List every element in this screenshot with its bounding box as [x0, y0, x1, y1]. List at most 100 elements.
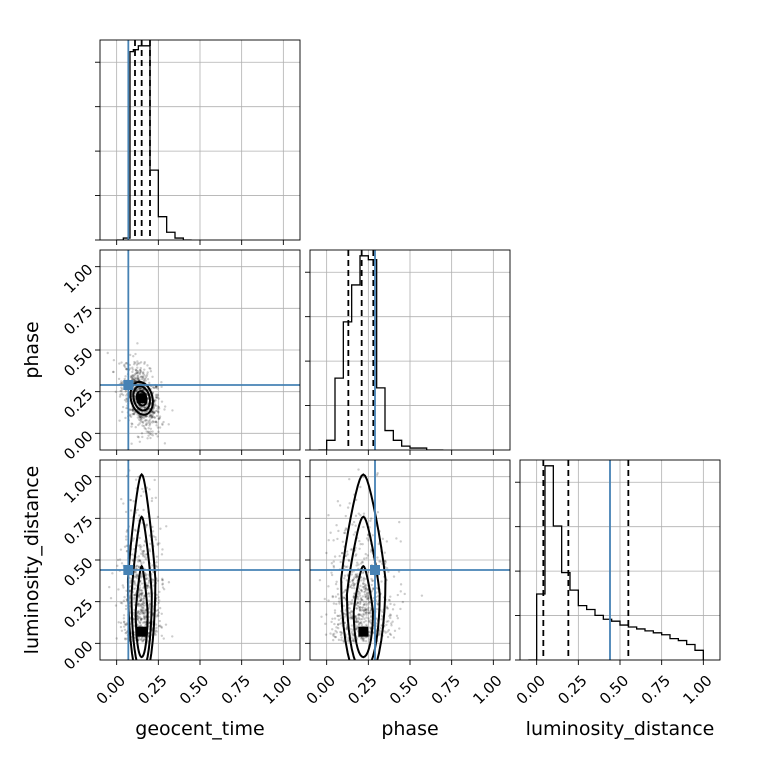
sample-point	[149, 427, 153, 430]
sample-point	[124, 631, 127, 635]
sample-point	[140, 593, 144, 596]
sample-point	[161, 586, 165, 589]
sample-point	[359, 598, 363, 601]
sample-point	[363, 587, 366, 591]
sample-point	[134, 570, 137, 574]
x-tick-label: 0.00	[93, 672, 129, 708]
sample-point	[139, 561, 143, 564]
sample-point	[337, 618, 341, 622]
sample-point	[386, 630, 389, 633]
sample-point	[361, 598, 364, 602]
sample-point	[352, 582, 356, 585]
sample-point	[131, 408, 134, 411]
sample-point	[125, 623, 128, 626]
sample-point	[163, 405, 167, 408]
sample-point	[125, 400, 128, 403]
sample-point	[351, 639, 354, 642]
sample-point	[144, 376, 147, 379]
sample-point	[109, 597, 113, 600]
sample-point	[365, 584, 368, 587]
sample-point	[368, 602, 371, 605]
sample-point	[333, 635, 337, 639]
sample-point	[395, 537, 398, 540]
sample-point	[139, 576, 143, 579]
sample-point	[134, 529, 137, 532]
sample-point	[144, 423, 148, 427]
sample-point	[359, 579, 363, 582]
sample-point	[336, 626, 340, 630]
sample-point	[156, 405, 160, 408]
sample-point	[156, 515, 160, 519]
axes-frame	[519, 459, 721, 661]
sample-point	[330, 573, 334, 577]
sample-point	[131, 375, 135, 378]
sample-point	[155, 396, 159, 399]
sample-point	[140, 589, 144, 592]
x-tick-label: 0.25	[344, 672, 380, 708]
sample-point	[138, 514, 141, 517]
sample-point	[336, 587, 339, 591]
sample-point	[122, 614, 126, 617]
sample-point	[362, 570, 365, 573]
sample-point	[149, 436, 152, 440]
sample-point	[143, 378, 147, 381]
sample-point	[349, 601, 352, 604]
panel-phase-vs-phase	[305, 249, 511, 455]
sample-point	[141, 487, 144, 491]
sample-point	[349, 617, 352, 620]
sample-point	[148, 542, 152, 546]
sample-point	[146, 584, 149, 588]
xlabel-geocent_time: geocent_time	[135, 718, 264, 740]
sample-point	[144, 379, 147, 382]
sample-point	[171, 409, 174, 412]
sample-point	[351, 599, 354, 602]
sample-point	[359, 514, 362, 517]
sample-point	[120, 562, 124, 565]
sample-point	[118, 362, 121, 365]
sample-point	[307, 543, 309, 545]
sample-point	[144, 618, 147, 621]
sample-point	[142, 378, 145, 381]
sample-point	[131, 413, 134, 416]
sample-point	[144, 611, 148, 614]
sample-point	[336, 623, 340, 626]
sample-point	[332, 564, 335, 568]
sample-point	[156, 608, 160, 612]
sample-point	[142, 544, 146, 547]
sample-point	[136, 370, 140, 373]
sample-point	[340, 551, 344, 555]
sample-point	[339, 622, 342, 625]
sample-point	[124, 638, 127, 641]
sample-point	[367, 570, 370, 574]
sample-point	[121, 387, 124, 391]
sample-point	[156, 387, 159, 390]
sample-point	[138, 592, 142, 595]
sample-point	[161, 583, 164, 586]
sample-point	[330, 620, 333, 624]
sample-point	[120, 380, 123, 383]
x-tick-label: 1.00	[259, 672, 295, 708]
sample-point	[140, 617, 143, 621]
sample-point	[138, 416, 141, 419]
sample-point	[318, 578, 322, 582]
sample-point	[389, 595, 392, 598]
sample-point	[365, 595, 368, 598]
sample-point	[138, 559, 141, 563]
sample-point	[133, 379, 137, 383]
sample-point	[327, 585, 330, 588]
sample-point	[155, 630, 159, 633]
sample-point	[158, 590, 161, 594]
sample-point	[143, 374, 146, 377]
sample-point	[136, 615, 139, 618]
sample-point	[160, 625, 163, 628]
sample-point	[350, 573, 353, 576]
sample-point	[352, 520, 356, 524]
sample-point	[156, 393, 159, 396]
sample-point	[123, 637, 127, 640]
x-tick-label: 1.00	[469, 672, 505, 708]
sample-point	[377, 542, 380, 546]
sample-point	[160, 612, 163, 615]
sample-point	[142, 490, 145, 493]
sample-point	[155, 555, 159, 558]
sample-point	[331, 628, 334, 631]
